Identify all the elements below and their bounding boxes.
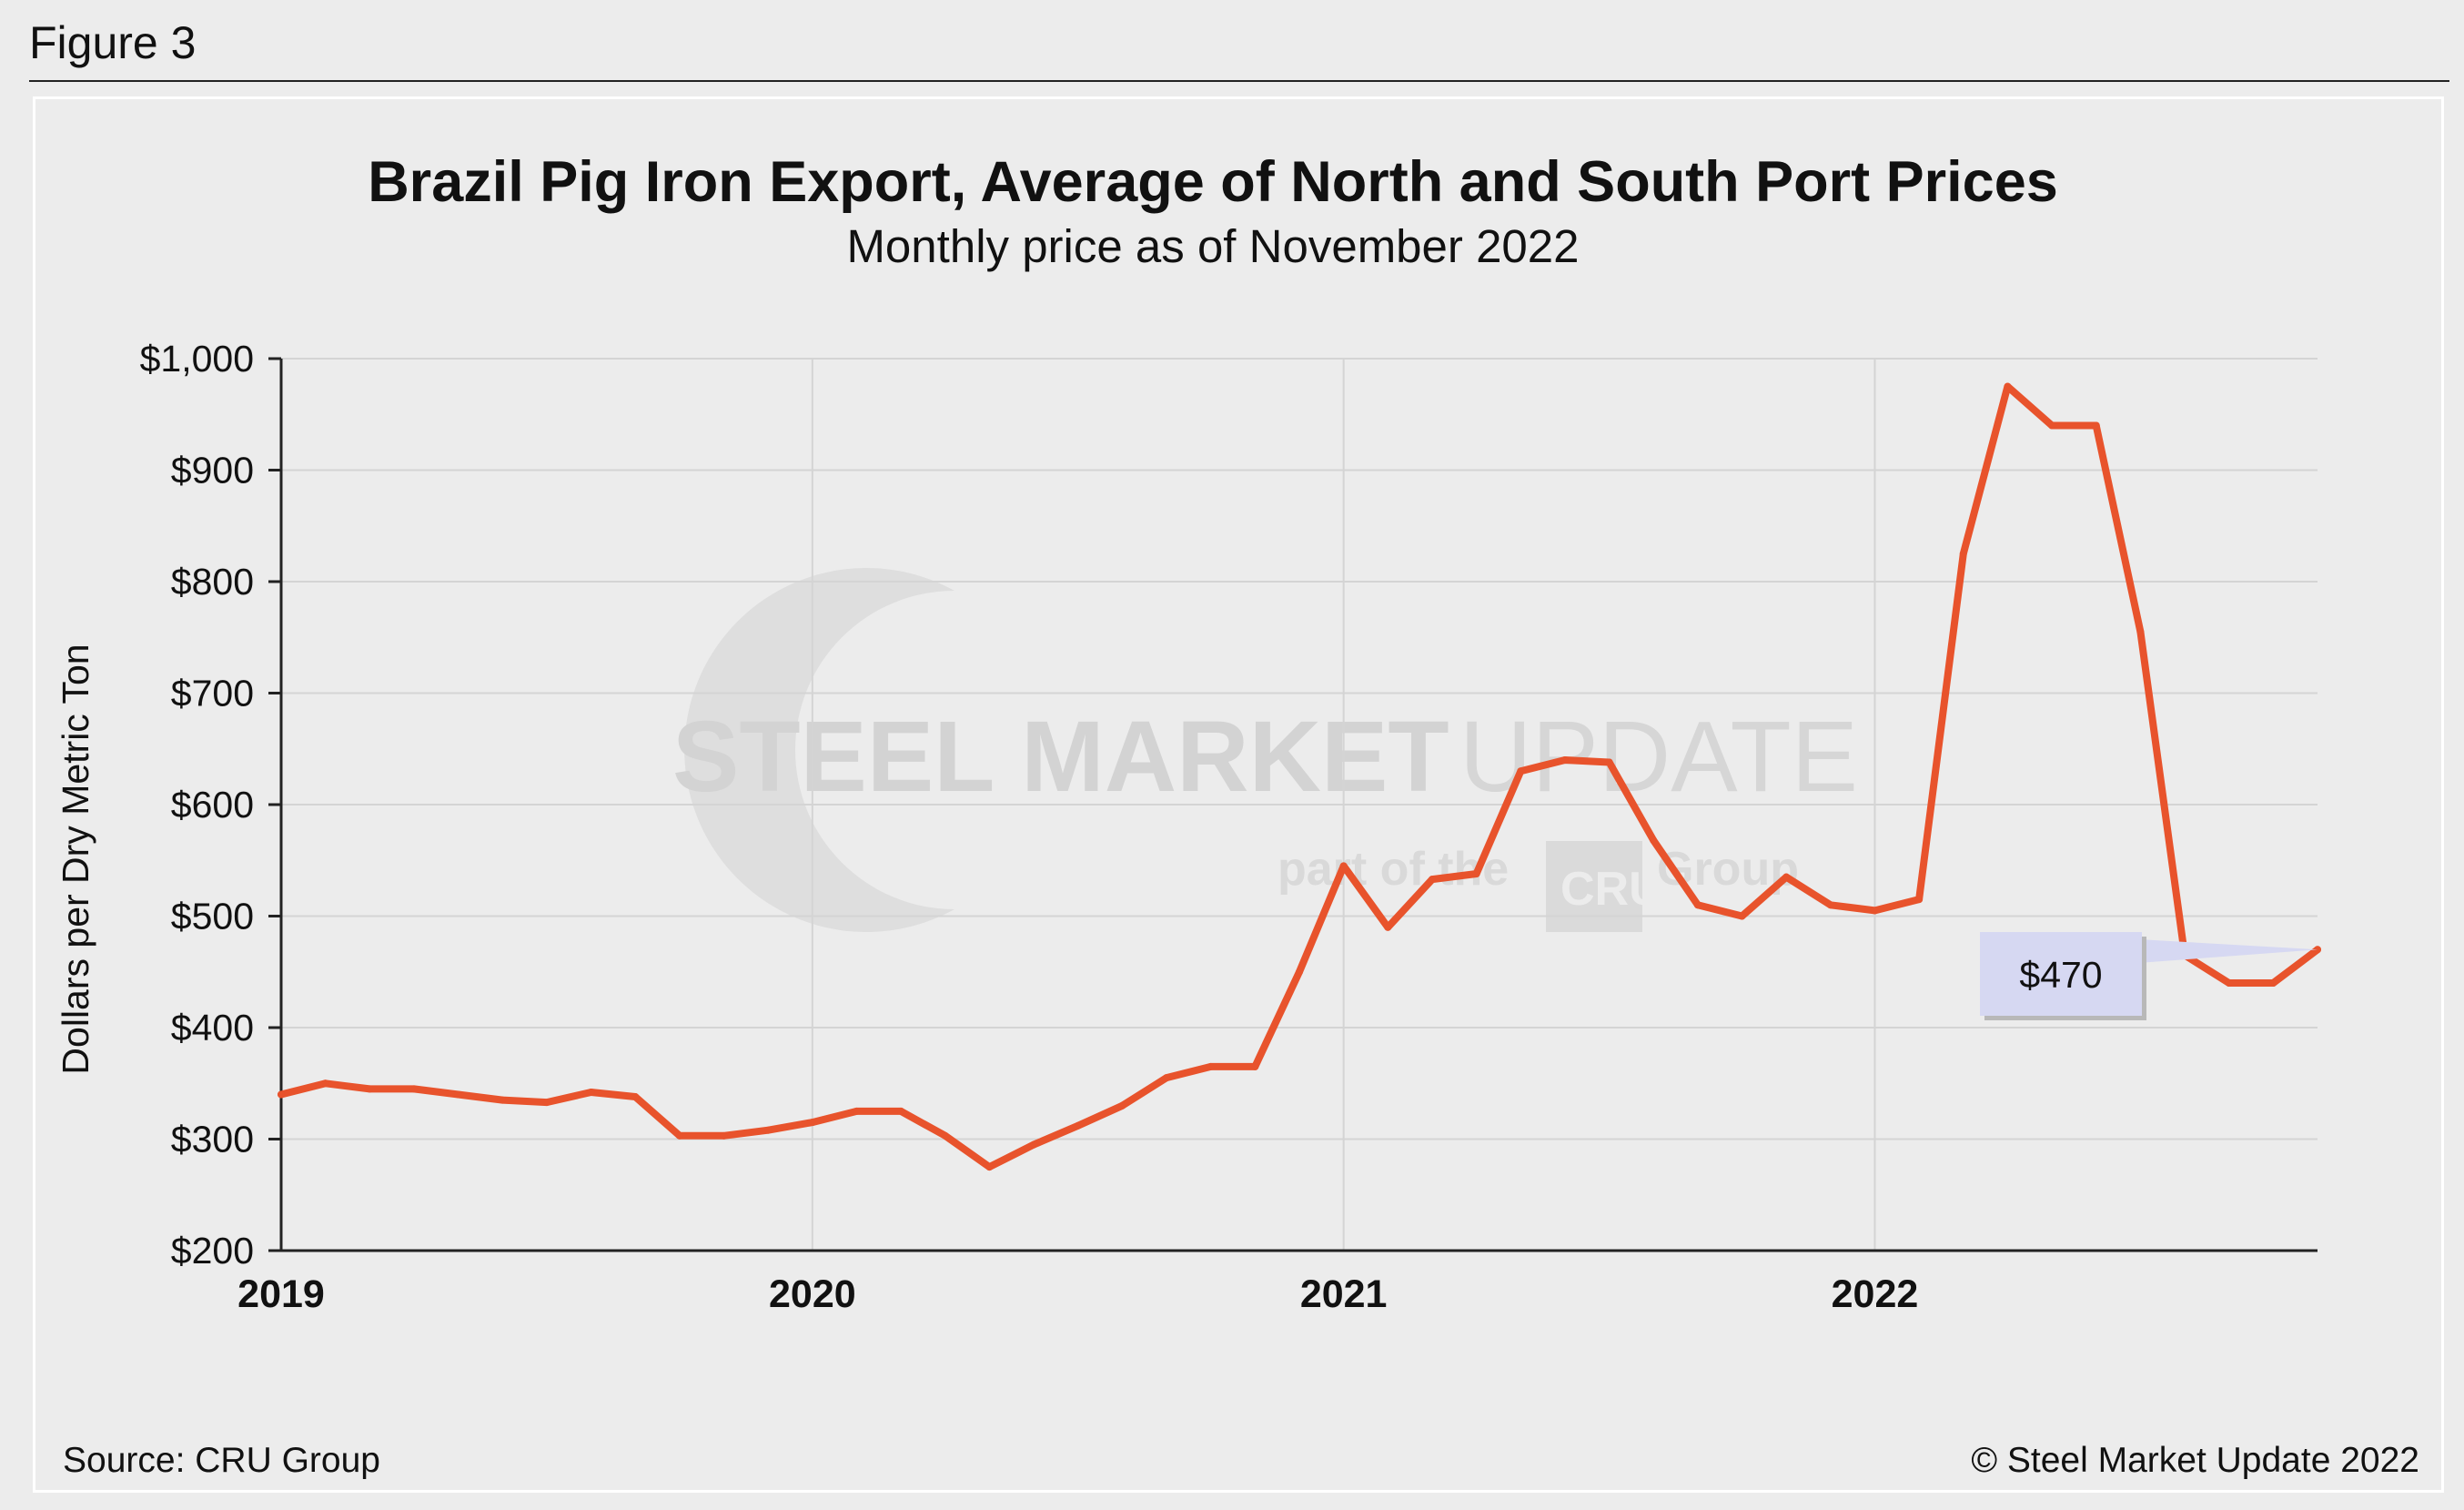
y-tick-label: $800 [171,561,254,603]
data-point [1207,1062,1215,1070]
data-point [366,1085,374,1093]
data-point [764,1126,773,1134]
y-tick-label: $500 [171,896,254,937]
data-point [2136,628,2145,636]
y-tick-label: $900 [171,450,254,492]
watermark-brand-bold: STEEL MARKET [672,701,1449,813]
data-point [1605,758,1613,766]
callout-pointer [2138,939,2318,963]
data-point [454,1090,462,1099]
data-point [2004,382,2012,390]
data-point [1650,836,1658,845]
data-point [1163,1074,1171,1082]
data-point [1517,767,1525,775]
grid [281,358,2318,1251]
data-point [499,1096,507,1104]
x-axis-ticks: 2019 2020 2021 2022 [237,1272,1918,1316]
data-point [1871,907,1879,915]
data-point [1472,869,1480,877]
data-point [985,1163,994,1171]
data-point [2092,421,2100,430]
value-callout: $470 [1980,932,2318,1020]
y-tick-label: $200 [171,1230,254,1272]
data-point [1915,896,1924,904]
data-point [1251,1062,1259,1070]
data-point [1074,1121,1082,1130]
data-point [2225,979,2233,987]
x-tick-label: 2021 [1300,1272,1388,1316]
copyright-note: © Steel Market Update 2022 [1971,1441,2419,1480]
y-tick-label: $300 [171,1119,254,1160]
figure-divider [29,80,2449,82]
data-point [1693,901,1702,909]
x-tick-label: 2022 [1832,1272,1919,1316]
data-points [278,382,2321,1171]
data-point [2269,979,2277,987]
data-point [1339,862,1348,870]
y-tick-label: $1,000 [140,338,254,380]
y-axis-label: Dollars per Dry Metric Ton [55,644,96,1074]
data-point [631,1092,640,1100]
data-point [897,1107,905,1115]
data-point [808,1119,816,1127]
data-point [720,1131,728,1140]
data-point [1826,901,1834,909]
data-point [1959,550,1967,558]
watermark-tagline-pre: part of the [1277,843,1509,896]
data-point [675,1131,683,1140]
watermark-swoosh [684,567,954,932]
data-point [409,1085,418,1093]
watermark-brand-light: UPDATE [1459,701,1858,813]
y-tick-label: $400 [171,1007,254,1049]
chart-title: Brazil Pig Iron Export, Average of North… [368,150,2058,214]
line-chart: STEEL MARKET UPDATE part of the CRU Grou… [55,150,2419,1480]
data-point [1384,923,1392,931]
data-point [1782,873,1791,881]
data-point [1428,876,1436,884]
chart-panel: STEEL MARKET UPDATE part of the CRU Grou… [33,96,2444,1493]
y-axis-ticks: $200 $300 $400 $500 $600 $700 $800 $900 $1,000 [140,338,281,1272]
data-point [2048,421,2056,430]
x-tick-label: 2019 [237,1272,325,1316]
y-tick-label: $700 [171,673,254,714]
x-tick-label: 2020 [769,1272,856,1316]
source-note: Source: CRU Group [63,1441,380,1480]
data-point [853,1107,861,1115]
callout-box [1980,932,2142,1016]
data-point [321,1079,329,1088]
chart-subtitle: Monthly price as of November 2022 [846,220,1579,272]
data-point [1738,912,1746,920]
figure-label: Figure 3 [29,17,197,68]
data-point [542,1099,550,1107]
data-point [941,1131,949,1140]
data-point [278,1090,285,1099]
y-tick-label: $600 [171,784,254,826]
callout-label: $470 [2019,954,2102,996]
data-point [1560,756,1569,764]
watermark-cru-logo: CRU [1560,863,1663,916]
data-point [1296,968,1303,976]
data-point [587,1089,595,1097]
data-point [1118,1101,1126,1110]
data-point [1030,1140,1038,1149]
